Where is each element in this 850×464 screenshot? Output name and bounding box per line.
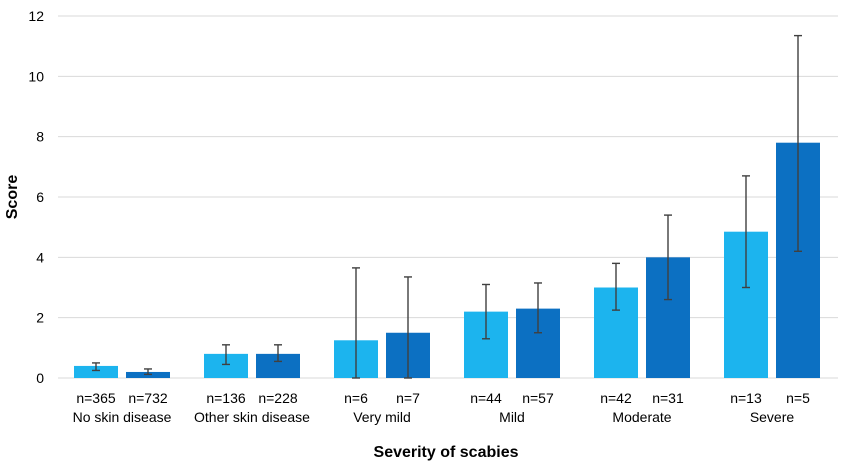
error-bar bbox=[794, 34, 802, 253]
y-tick-label: 8 bbox=[36, 129, 44, 145]
bar-n-label: n=732 bbox=[128, 390, 168, 406]
y-tick-label: 12 bbox=[28, 8, 44, 24]
gridlines bbox=[58, 15, 838, 379]
error-bar bbox=[144, 368, 152, 376]
x-axis-title: Severity of scabies bbox=[374, 444, 519, 461]
bar-n-label: n=31 bbox=[652, 390, 684, 406]
bar-n-label: n=13 bbox=[730, 390, 762, 406]
error-bar bbox=[222, 344, 230, 366]
category-label: No skin disease bbox=[73, 409, 172, 425]
error-bars bbox=[92, 34, 802, 379]
bar bbox=[74, 365, 118, 378]
error-bar bbox=[534, 282, 542, 334]
error-bar bbox=[92, 362, 100, 372]
bar-n-label: n=57 bbox=[522, 390, 554, 406]
error-bar bbox=[482, 283, 490, 340]
category-label: Moderate bbox=[612, 409, 671, 425]
bars bbox=[74, 142, 820, 378]
bar-n-label: n=136 bbox=[206, 390, 246, 406]
error-bar bbox=[274, 344, 282, 363]
y-tick-label: 4 bbox=[36, 249, 44, 265]
error-bar bbox=[742, 175, 750, 289]
x-axis-labels: n=365 n=732 No skin disease n=136 n=228 Other… bbox=[73, 390, 811, 425]
y-tick-label: 2 bbox=[36, 310, 44, 326]
category-label: Severe bbox=[750, 409, 795, 425]
y-tick-label: 6 bbox=[36, 189, 44, 205]
bar-n-label: n=42 bbox=[600, 390, 632, 406]
bar-n-label: n=6 bbox=[344, 390, 368, 406]
category-label: Mild bbox=[499, 409, 525, 425]
error-bar bbox=[664, 214, 672, 301]
y-tick-label: 10 bbox=[28, 68, 44, 84]
bar-n-label: n=7 bbox=[396, 390, 420, 406]
error-bar bbox=[404, 276, 412, 379]
y-axis-title: Score bbox=[4, 175, 21, 220]
category-label: Other skin disease bbox=[194, 409, 310, 425]
category-label: Very mild bbox=[353, 409, 411, 425]
error-bar bbox=[352, 267, 360, 379]
bar-n-label: n=44 bbox=[470, 390, 502, 406]
error-bar bbox=[612, 262, 620, 311]
bar-n-label: n=365 bbox=[76, 390, 116, 406]
bar-n-label: n=228 bbox=[258, 390, 298, 406]
bar-n-label: n=5 bbox=[786, 390, 810, 406]
y-axis-ticks: 0 2 4 6 8 10 12 bbox=[28, 8, 44, 386]
y-tick-label: 0 bbox=[36, 370, 44, 386]
